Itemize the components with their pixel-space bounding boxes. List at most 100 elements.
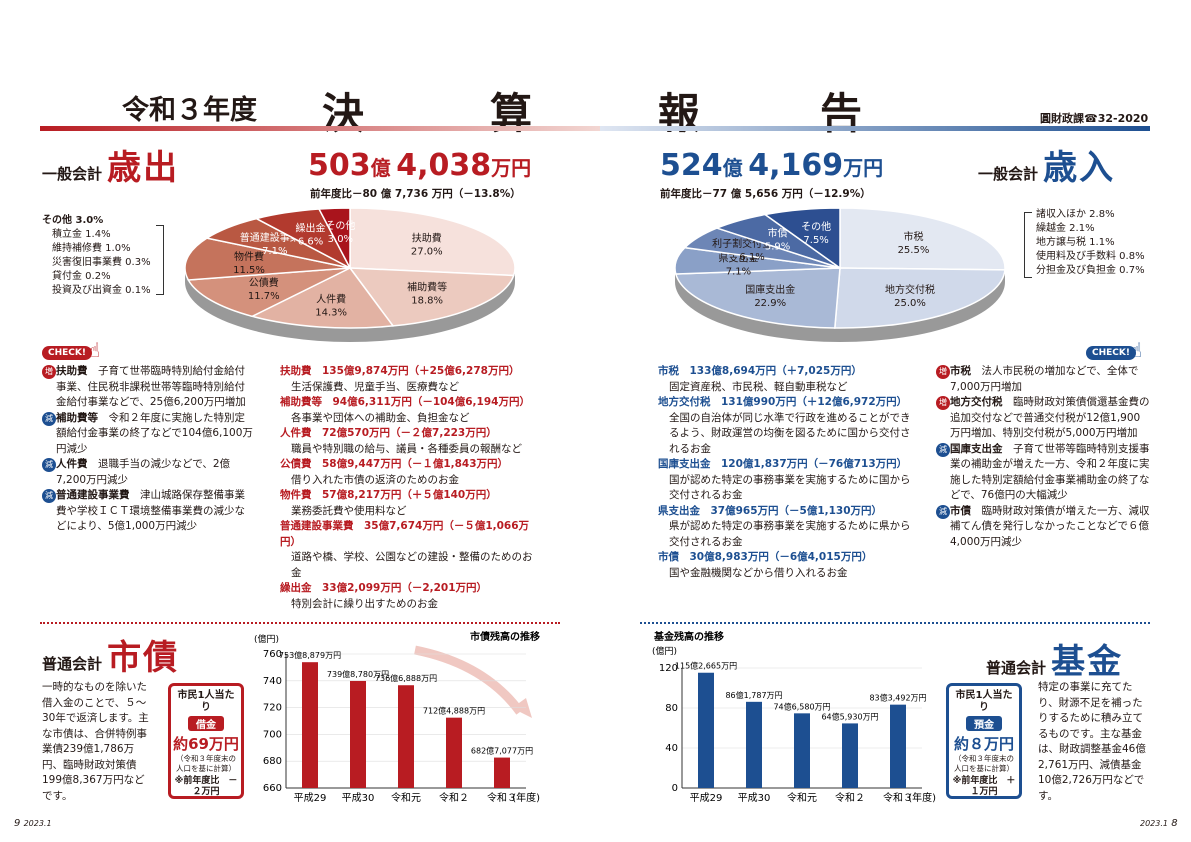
detail-head: 市債 30億8,983万円（－6億4,015万円）: [658, 551, 873, 563]
debt-data-label: 712億4,888万円: [423, 706, 485, 716]
detail-head: 繰出金 33億2,099万円（－2,201万円）: [280, 582, 488, 594]
check-item-head: 人件費: [56, 458, 88, 470]
revenue-detail-item: 国庫支出金 120億1,837万円（－76億713万円） 国が認めた特定の事務事業…: [658, 457, 918, 504]
debt-data-label: 739億8,780万円: [327, 669, 389, 679]
debt-y-tick: 680: [263, 756, 282, 767]
check-item-head: 市債: [950, 504, 971, 517]
fund-data-label: 115億2,665万円: [675, 661, 737, 671]
check-label: CHECK!: [48, 348, 86, 358]
check-item-text: 子育て世帯臨時特別給付金給付事業、住民税非課税世帯等臨時特別給付金給付事業などで…: [56, 365, 246, 408]
footer-left: 9 2023.1: [14, 818, 52, 829]
check-item-head: 市税: [950, 365, 971, 377]
expenditure-pie-pct: 11.7%: [248, 291, 280, 302]
header-rule-right: [600, 126, 1150, 131]
revenue-detail-item: 県支出金 37億965万円（－5億1,130万円） 県が認めた特定の事務事業を実施…: [658, 504, 918, 551]
revenue-check-badge: CHECK!: [1086, 346, 1136, 360]
footer-date-right: 2023.1: [1140, 819, 1168, 828]
revenue-other-item: 地方譲与税 1.1%: [1036, 237, 1115, 248]
expenditure-detail-item: 繰出金 33億2,099万円（－2,201万円） 特別会計に繰り出すためのお金: [280, 581, 540, 612]
fund-y-tick: 120: [659, 663, 678, 674]
footer-date-left: 2023.1: [23, 819, 52, 828]
debt-bar: [302, 662, 318, 788]
expenditure-other-item: 災害復旧事業費 0.3%: [52, 257, 151, 268]
expenditure-details: 扶助費 135億9,874万円（＋25億6,278万円） 生活保護費、児童手当、医…: [280, 364, 540, 612]
revenue-pie-pct: 22.9%: [754, 298, 786, 309]
debt-per-capita-title: 市民1人当たり: [177, 690, 235, 713]
detail-head: 普通建設事業費 35億7,674万円（－５億1,066万円）: [280, 520, 530, 548]
debt-y-unit: (億円): [254, 633, 279, 645]
revenue-pie-pct: 7.5%: [803, 235, 828, 246]
debt-x-tick: 平成29: [294, 792, 327, 804]
revenue-total-unit2: 万円: [843, 156, 884, 180]
fund-per-capita-compare: ※前年度比 ＋１万円: [952, 776, 1016, 797]
expenditure-other-list: その他 3.0% 積立金 1.4% 維持補修費 1.0% 災害復旧事業費 0.3…: [42, 214, 151, 298]
debt-per-capita-box: 市民1人当たり 借金 約69万円 （令和３年度末の人口を基に計算） ※前年度比 …: [168, 683, 244, 799]
divider-right: [640, 622, 1150, 624]
fund-per-capita-box: 市民1人当たり 預金 約８万円 （令和３年度末の人口を基に計算） ※前年度比 ＋…: [946, 683, 1022, 799]
divider-left: [40, 622, 560, 624]
fund-x-tick: 平成29: [690, 792, 723, 804]
title-char-1: 決: [322, 89, 367, 138]
revenue-other-item: 使用料及び手数料 0.8%: [1036, 251, 1145, 262]
revenue-pie-label: その他: [801, 220, 831, 233]
debt-label-small: 普通会計: [42, 655, 103, 673]
fund-y-unit: (億円): [652, 645, 677, 657]
expenditure-pie-label: 人件費: [316, 293, 346, 306]
debt-bar: [350, 680, 366, 788]
check-item-text: 法人市民税の増加などで、全体で7,000万円増加: [950, 365, 1139, 393]
decrease-badge-icon: 減: [42, 458, 56, 472]
revenue-pie-label: 市税: [903, 230, 923, 243]
debt-chart-title: 市債残高の推移: [470, 630, 540, 643]
trend-arrow-head-icon: [512, 698, 532, 718]
revenue-pie-slice: [839, 207, 1006, 271]
revenue-pie-pct: 25.5%: [898, 245, 930, 256]
debt-per-capita-value: 約69万円: [173, 735, 239, 753]
detail-desc: 全国の自治体が同じ水準で行政を進めることができるよう、財政運営の均衡を図るために…: [669, 411, 911, 455]
expenditure-pie-chart: 扶助費 27.0% 補助費等 18.8% 人件費 14.3% 公債費 11.7% 物件費 11.5…: [184, 207, 516, 342]
expenditure-pie-pct: 27.0%: [411, 246, 443, 257]
revenue-compare: 前年度比－77 億 5,656 万円（－12.9%）: [660, 188, 871, 200]
check-item-head: 扶助費: [56, 365, 88, 377]
expenditure-pie-label: 扶助費: [412, 231, 442, 244]
expenditure-pie-pct: 3.0%: [328, 234, 353, 245]
fund-bar: [890, 704, 906, 788]
expenditure-other-item: 投資及び出資金 0.1%: [52, 285, 151, 296]
debt-y-tick: 760: [263, 649, 282, 660]
debt-bar: [398, 685, 414, 788]
revenue-total-man: 4,169: [748, 148, 844, 183]
revenue-check-list: 増 市税 法人市民税の増加などで、全体で7,000万円増加 増 地方交付税 臨時…: [936, 364, 1150, 550]
expenditure-pie-pct: 11.5%: [233, 265, 265, 276]
debt-description: 一時的なものを除いた借入金のことで、５～30年で返済します。主な市債は、合併特例…: [42, 681, 149, 802]
detail-head: 公債費 58億9,447万円（－１億1,843万円）: [280, 458, 509, 470]
fund-data-label: 83億3,492万円: [869, 693, 926, 703]
debt-bar-chart: 市債残高の推移 (億円) 660 680 700 720 740 760753億8,879…: [254, 630, 540, 804]
expenditure-total-unit2: 万円: [491, 156, 532, 180]
revenue-pie-chart: 市税25.5%地方交付税25.0%国庫支出金22.9%県支出金7.1%利子割交付…: [674, 207, 1006, 342]
fund-x-suffix: (年度): [908, 791, 936, 804]
detail-head: 人件費 72億570万円（－２億7,223万円）: [280, 427, 497, 439]
year-label: 令和３年度: [122, 95, 257, 126]
detail-head: 補助費等 94億6,311万円（－104億6,194万円）: [280, 396, 530, 408]
fund-x-tick: 平成30: [738, 792, 771, 804]
debt-y-tick: 720: [263, 703, 282, 714]
fund-y-tick: 40: [665, 743, 678, 754]
expenditure-pie-label: 補助費等: [407, 280, 447, 293]
debt-title: 普通会計 市債: [42, 630, 179, 679]
expenditure-pie-slice: [187, 267, 351, 318]
check-item-head: 地方交付税: [950, 396, 1003, 408]
fund-description: 特定の事業に充てたり、財源不足を補ったりするために積み立てるものです。主な基金は…: [1038, 681, 1146, 802]
detail-desc: 道路や橋、学校、公園などの建設・整備のためのお金: [291, 551, 533, 579]
revenue-label-big: 歳入: [1043, 148, 1116, 188]
expenditure-pie-pct: 18.8%: [411, 295, 443, 306]
debt-x-suffix: (年度): [512, 791, 540, 804]
decrease-badge-icon: 減: [42, 411, 56, 426]
debt-per-capita-compare: ※前年度比 －２万円: [174, 776, 238, 797]
footer-right: 2023.1 8: [1140, 818, 1178, 829]
expenditure-other-bracket: [156, 225, 164, 295]
increase-badge-icon: 増: [936, 365, 950, 379]
detail-head: 地方交付税 131億990万円（＋12億6,972万円）: [658, 396, 908, 408]
expenditure-pie-label: 物件費: [234, 250, 264, 263]
expenditure-compare: 前年度比－80 億 7,736 万円（－13.8%）: [310, 188, 521, 200]
detail-desc: 県が認めた特定の事務事業を実施するために県から交付されるお金: [669, 520, 911, 548]
expenditure-total: 503億 4,038万円: [308, 148, 531, 183]
